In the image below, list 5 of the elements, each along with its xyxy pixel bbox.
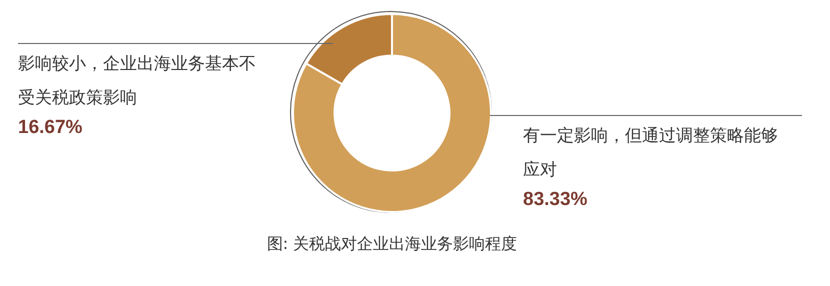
data-label: 16.67% [18, 117, 84, 139]
slice-label: 影响较小，企业出海业务基本不受关税政策影响 [18, 53, 257, 110]
data-label: 83.33% [522, 189, 588, 211]
slice-label: 有一定影响，但通过调整策略能够应对 [522, 125, 779, 182]
text: 图: 关税战对企业出海业务影响程度 [266, 234, 518, 255]
